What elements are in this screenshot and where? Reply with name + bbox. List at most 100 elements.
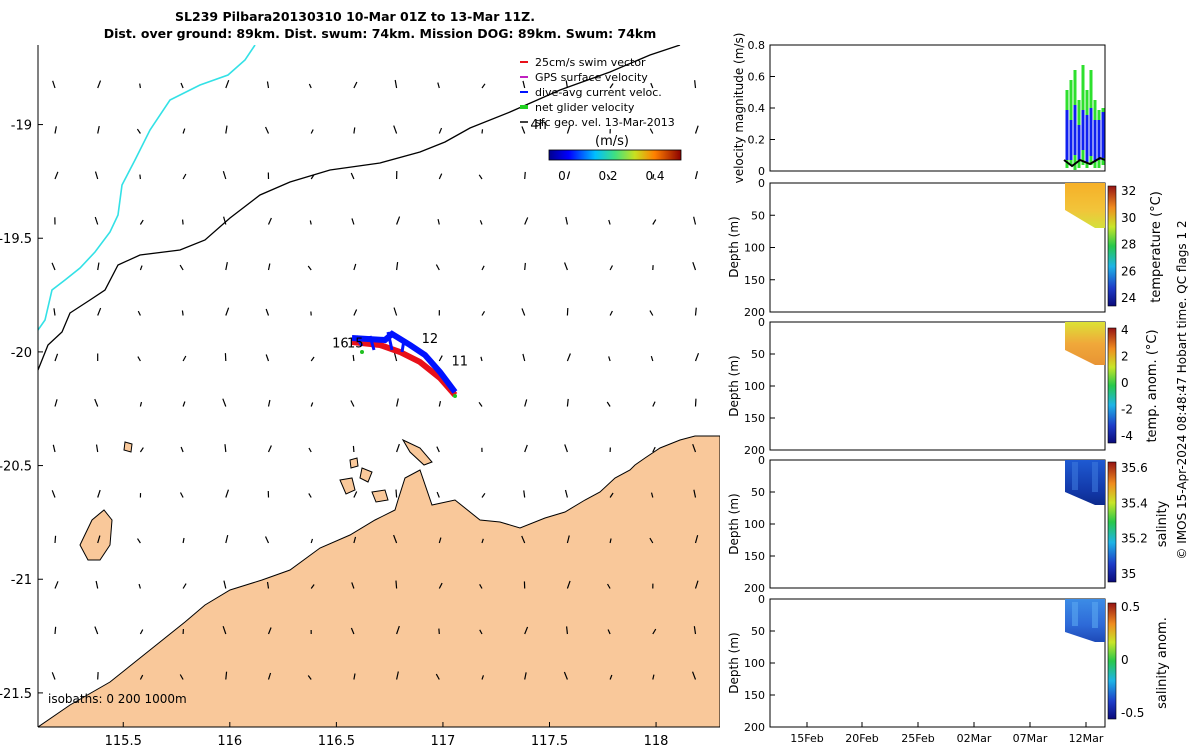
vector-arrow bbox=[566, 626, 568, 635]
vector-arrow bbox=[566, 535, 570, 544]
vector-arrow bbox=[649, 537, 654, 544]
vector-arrow bbox=[649, 310, 654, 316]
vector-arrow bbox=[393, 307, 398, 316]
map-y-tick-label: -20 bbox=[11, 346, 32, 361]
vector-arrow bbox=[54, 535, 57, 544]
vector-arrow bbox=[393, 125, 398, 134]
vector-arrow bbox=[139, 447, 144, 453]
vector-arrow bbox=[566, 353, 571, 362]
vector-arrow bbox=[609, 310, 613, 316]
vector-arrow bbox=[267, 445, 272, 453]
vector-arrow bbox=[266, 581, 270, 589]
vector-arrow bbox=[53, 308, 56, 316]
vector-arrow bbox=[353, 673, 356, 680]
vector-arrow bbox=[437, 218, 440, 225]
legend-item-swim: 25cm/s swim vector bbox=[535, 56, 646, 69]
vector-arrow bbox=[225, 489, 230, 498]
temperature-cbar-label: temperature (°C) bbox=[1149, 191, 1164, 303]
vector-arrow bbox=[481, 311, 486, 316]
vector-arrow bbox=[437, 82, 440, 89]
panel-y-tick-label: 0.4 bbox=[748, 102, 766, 115]
map-y-tick-label: -21.5 bbox=[0, 687, 32, 702]
map-y-tick-label: -21 bbox=[11, 573, 32, 588]
vector-arrow bbox=[481, 83, 486, 89]
isobath-label: isobaths: 0 200 1000m bbox=[48, 692, 187, 706]
panel-y-tick-label: 0.2 bbox=[748, 134, 766, 147]
vector-arrow bbox=[265, 308, 270, 316]
vector-arrow bbox=[523, 490, 526, 498]
vector-arrow bbox=[97, 307, 102, 316]
vector-arrow bbox=[694, 580, 699, 589]
panel-y-tick-label: 0 bbox=[758, 454, 765, 467]
vector-arrow bbox=[652, 446, 656, 453]
vector-arrow bbox=[264, 536, 270, 544]
colorbar-tick-label: 35.2 bbox=[1121, 532, 1148, 546]
vector-arrow bbox=[566, 171, 571, 180]
vector-arrow bbox=[396, 261, 399, 271]
colorbar-tick-label: 35.4 bbox=[1121, 496, 1148, 510]
vector-arrow bbox=[481, 675, 485, 680]
vector-arrow bbox=[481, 538, 484, 544]
vector-arrow bbox=[351, 582, 355, 589]
vector-arrow bbox=[179, 674, 184, 680]
vector-arrow bbox=[522, 80, 526, 89]
vector-arrow bbox=[94, 626, 99, 635]
panel-y-tick-label: 150 bbox=[744, 274, 765, 287]
time-tick-label: 07Mar bbox=[1013, 732, 1048, 745]
vector-arrow bbox=[396, 216, 401, 225]
vector-arrow bbox=[138, 583, 141, 589]
time-tick-label: 15Feb bbox=[790, 732, 823, 745]
vector-arrow bbox=[693, 489, 697, 498]
panel-y-tick-label: 0.8 bbox=[748, 39, 766, 52]
vector-arrow bbox=[396, 443, 400, 453]
vector-arrow bbox=[438, 127, 443, 134]
land-mass bbox=[38, 435, 720, 727]
map-x-tick-label: 116.5 bbox=[318, 734, 355, 749]
current-vector-arrows bbox=[51, 79, 700, 680]
vector-arrow bbox=[694, 80, 697, 89]
chart-title-line2: Dist. over ground: 89km. Dist. swum: 74k… bbox=[104, 26, 657, 41]
panel-y-tick-label: 0 bbox=[758, 593, 765, 606]
salinity-anom-panel: Depth (m) salinity anom. bbox=[727, 598, 1170, 728]
vector-arrow bbox=[267, 399, 271, 407]
vector-arrow bbox=[267, 263, 271, 271]
salinity-anom-cbar-label: salinity anom. bbox=[1155, 617, 1170, 709]
colorbar-title: (m/s) bbox=[595, 134, 629, 149]
vector-arrow bbox=[225, 307, 230, 316]
vector-arrow bbox=[139, 174, 141, 180]
map-x-tick-label: 116 bbox=[217, 734, 242, 749]
vector-arrow bbox=[395, 489, 398, 498]
vector-arrow bbox=[225, 535, 229, 544]
vector-arrow bbox=[308, 83, 312, 89]
vector-arrow bbox=[51, 262, 56, 271]
vector-arrow bbox=[652, 174, 655, 180]
vector-arrow bbox=[521, 126, 526, 134]
colorbar-tick: 0.4 bbox=[645, 169, 664, 183]
colorbar-tick-label: 2 bbox=[1121, 350, 1129, 364]
vector-arrow bbox=[222, 398, 227, 407]
vector-arrow bbox=[223, 216, 227, 225]
vector-arrow bbox=[136, 538, 141, 544]
vector-arrow bbox=[54, 626, 57, 635]
vector-arrow bbox=[395, 580, 398, 589]
vector-arrow bbox=[52, 444, 56, 453]
chart-title-line1: SL239 Pilbara20130310 10-Mar 01Z to 13-M… bbox=[175, 9, 535, 24]
vector-arrow bbox=[309, 220, 312, 225]
vector-arrow bbox=[267, 672, 272, 680]
colorbar-tick-label: 35 bbox=[1121, 567, 1136, 581]
vector-arrow bbox=[225, 671, 228, 680]
vector-arrow bbox=[606, 583, 611, 589]
track-label: 12 bbox=[422, 332, 439, 347]
vector-arrow bbox=[436, 491, 440, 498]
colorbar-tick: 0 bbox=[558, 169, 566, 183]
vector-arrow bbox=[479, 629, 483, 635]
vector-arrow bbox=[693, 216, 697, 225]
vector-arrow bbox=[51, 490, 56, 498]
vector-arrow bbox=[94, 171, 99, 180]
footer-credit: © IMOS 15-Apr-2024 08:48:47 Hobart time.… bbox=[1175, 220, 1189, 559]
panel-y-tick-label: 50 bbox=[751, 348, 765, 361]
vector-arrow bbox=[267, 217, 272, 225]
vector-arrow bbox=[225, 125, 228, 134]
vector-arrow bbox=[566, 580, 571, 589]
vector-arrow bbox=[139, 674, 144, 680]
